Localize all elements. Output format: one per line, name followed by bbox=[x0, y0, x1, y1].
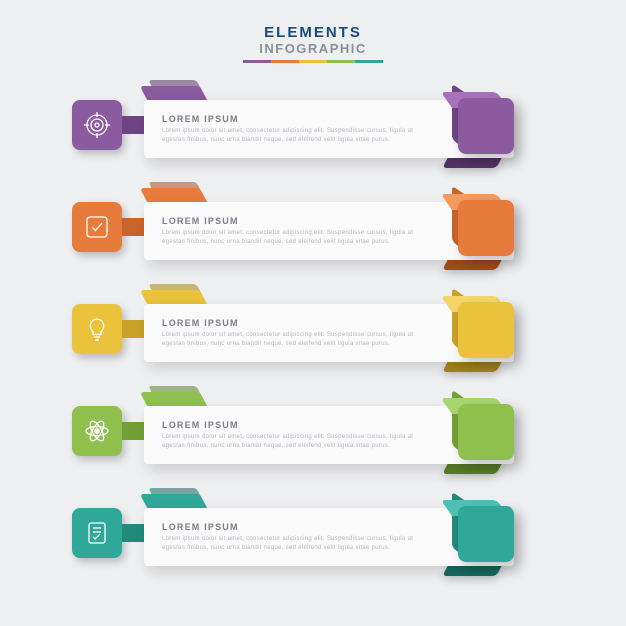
banner-body: Lorem ipsum dolor sit amet, consectetur … bbox=[162, 127, 438, 143]
color-bar-segment bbox=[271, 60, 299, 63]
banner-title: LOREM IPSUM bbox=[162, 420, 438, 430]
connector bbox=[122, 218, 144, 236]
banner-body: Lorem ipsum dolor sit amet, consectetur … bbox=[162, 331, 438, 347]
connector bbox=[122, 524, 144, 542]
infographic-row: LOREM IPSUM Lorem ipsum dolor sit amet, c… bbox=[0, 486, 626, 582]
document-check-icon bbox=[84, 520, 110, 546]
cube-front-face bbox=[458, 506, 514, 562]
connector bbox=[122, 320, 144, 338]
banner-title: LOREM IPSUM bbox=[162, 216, 438, 226]
color-bar-segment bbox=[299, 60, 327, 63]
target-icon bbox=[84, 112, 110, 138]
lightbulb-icon bbox=[84, 316, 110, 342]
header-color-bar bbox=[243, 60, 383, 63]
icon-box bbox=[72, 508, 122, 558]
banner-body: Lorem ipsum dolor sit amet, consectetur … bbox=[162, 433, 438, 449]
cube-front-face bbox=[458, 404, 514, 460]
icon-box bbox=[72, 304, 122, 354]
header: ELEMENTS INFOGRAPHIC bbox=[0, 0, 626, 63]
cube-front-face bbox=[458, 302, 514, 358]
cube bbox=[452, 398, 514, 460]
color-bar-segment bbox=[243, 60, 271, 63]
icon-box bbox=[72, 100, 122, 150]
atom-icon bbox=[84, 418, 110, 444]
banner-body: Lorem ipsum dolor sit amet, consectetur … bbox=[162, 229, 438, 245]
cube bbox=[452, 194, 514, 256]
banner-title: LOREM IPSUM bbox=[162, 522, 438, 532]
banner-title: LOREM IPSUM bbox=[162, 114, 438, 124]
icon-box bbox=[72, 406, 122, 456]
cube bbox=[452, 296, 514, 358]
banner-body: Lorem ipsum dolor sit amet, consectetur … bbox=[162, 535, 438, 551]
cube bbox=[452, 92, 514, 154]
icon-box bbox=[72, 202, 122, 252]
color-bar-segment bbox=[355, 60, 383, 63]
connector bbox=[122, 116, 144, 134]
infographic-row: LOREM IPSUM Lorem ipsum dolor sit amet, c… bbox=[0, 78, 626, 174]
infographic-row: LOREM IPSUM Lorem ipsum dolor sit amet, c… bbox=[0, 180, 626, 276]
cube-front-face bbox=[458, 98, 514, 154]
header-title-1: ELEMENTS bbox=[0, 24, 626, 41]
color-bar-segment bbox=[327, 60, 355, 63]
infographic-rows: LOREM IPSUM Lorem ipsum dolor sit amet, c… bbox=[0, 78, 626, 588]
cube-front-face bbox=[458, 200, 514, 256]
cube bbox=[452, 500, 514, 562]
connector bbox=[122, 422, 144, 440]
infographic-row: LOREM IPSUM Lorem ipsum dolor sit amet, c… bbox=[0, 282, 626, 378]
header-title-2: INFOGRAPHIC bbox=[0, 41, 626, 56]
check-square-icon bbox=[84, 214, 110, 240]
infographic-row: LOREM IPSUM Lorem ipsum dolor sit amet, c… bbox=[0, 384, 626, 480]
banner-title: LOREM IPSUM bbox=[162, 318, 438, 328]
